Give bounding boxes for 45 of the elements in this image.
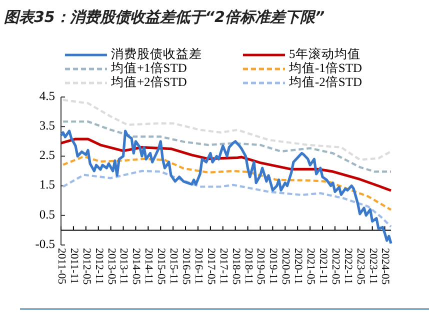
x-tick-label: 2018-11 (242, 248, 254, 284)
x-tick-label: 2019-11 (267, 248, 280, 284)
line-series (62, 170, 392, 228)
y-tick-label: 2.5 (39, 148, 55, 162)
legend-label: 均值+2倍STD (110, 74, 187, 89)
line-series (62, 98, 392, 161)
line-series (62, 155, 392, 211)
y-tick-label: 0.5 (39, 207, 55, 222)
x-tick-label: 2021-05 (304, 248, 317, 286)
x-tick-label: 2018-05 (230, 248, 242, 286)
x-tick-label: 2016-11 (192, 248, 204, 284)
x-tick-label: 2017-05 (204, 248, 217, 286)
y-tick-label: 3.5 (39, 118, 55, 132)
legend-label: 消费股债收益差 (111, 46, 202, 61)
legend-label: 均值-1倍STD (288, 60, 362, 75)
x-tick-label: 2017-11 (217, 248, 230, 284)
x-tick-label: 2022-11 (342, 248, 354, 284)
x-tick-label: 2020-11 (292, 248, 304, 284)
x-tick-label: 2012-05 (80, 248, 92, 286)
line-series (60, 130, 392, 245)
legend-label: 均值-2倍STD (288, 74, 362, 89)
x-tick-label: 2019-05 (254, 248, 267, 286)
x-tick-label: 2013-11 (118, 248, 130, 284)
x-tick-label: 2024-05 (379, 248, 392, 286)
legend-label: 5年滚动均值 (289, 46, 360, 61)
y-tick-label: 1.5 (39, 178, 55, 192)
x-tick-label: 2013-05 (105, 248, 118, 286)
chart-title: 图表35：消费股债收益差低于“2倍标准差下限” (4, 8, 325, 26)
x-tick-label: 2015-11 (168, 248, 180, 284)
x-tick-label: 2011-05 (55, 248, 68, 285)
x-tick-label: 2016-05 (180, 248, 192, 286)
x-tick-label: 2015-05 (155, 248, 168, 286)
x-tick-label: 2014-05 (130, 248, 142, 286)
legend-label: 均值+1倍STD (110, 60, 187, 75)
x-tick-label: 2011-11 (68, 248, 80, 284)
x-tick-label: 2012-11 (92, 248, 105, 284)
x-tick-label: 2021-11 (316, 248, 329, 284)
x-tick-label: 2023-05 (354, 248, 366, 286)
line-series (62, 120, 392, 173)
x-tick-label: 2014-11 (142, 248, 155, 284)
x-tick-label: 2022-05 (329, 248, 342, 286)
y-tick-label: -0.5 (35, 236, 55, 251)
x-tick-label: 2023-11 (366, 248, 379, 284)
y-tick-label: 4.5 (39, 88, 55, 103)
x-tick-label: 2020-05 (280, 248, 292, 286)
